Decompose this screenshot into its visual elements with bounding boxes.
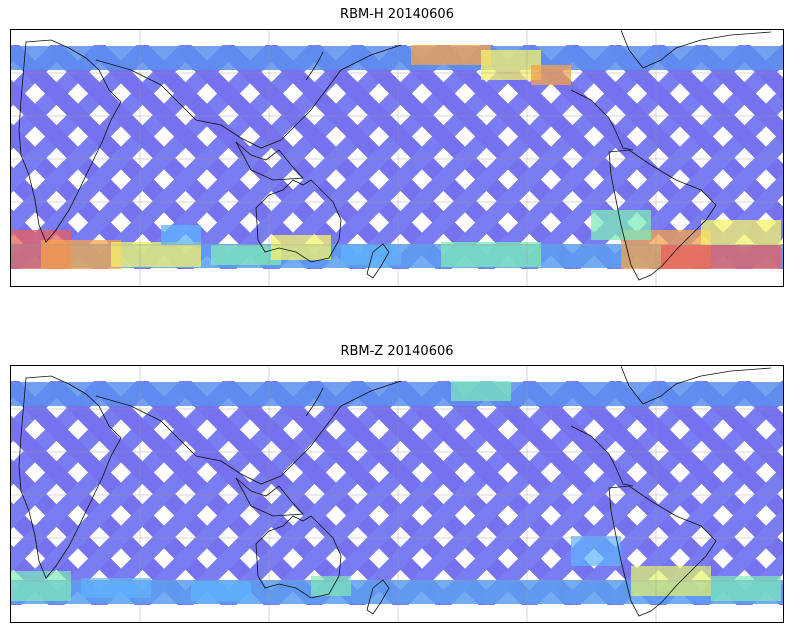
bottom-map-panel — [10, 365, 784, 623]
swath-descending — [11, 378, 151, 530]
swath-descending — [521, 42, 753, 274]
swath-descending — [435, 378, 667, 610]
swath-descending — [177, 378, 409, 610]
coastline-asia — [95, 44, 402, 149]
value-patch — [411, 45, 491, 65]
coastline-australia — [255, 515, 342, 599]
coastline-namerica — [570, 366, 772, 487]
coastline-africa — [18, 375, 122, 579]
value-patch — [441, 242, 541, 267]
swath-descending — [11, 42, 194, 237]
value-patch — [111, 242, 201, 267]
coastline-australia — [255, 179, 342, 263]
swath-ascending — [736, 42, 783, 101]
swath-descending — [11, 42, 108, 151]
no-data-bottom — [11, 269, 783, 286]
value-patch — [161, 225, 201, 245]
swath-descending — [392, 42, 624, 274]
swath-ascending — [11, 544, 65, 610]
swath-descending — [564, 379, 783, 610]
value-patch — [711, 576, 781, 601]
value-patch — [311, 576, 351, 596]
graticule — [11, 30, 783, 286]
swath-descending — [48, 42, 280, 274]
swath-ascending — [693, 42, 783, 144]
swath-descending — [349, 378, 581, 610]
value-patch — [211, 245, 281, 265]
swath-descending — [134, 378, 366, 610]
coastlines — [18, 30, 772, 281]
swath-descending — [478, 42, 710, 274]
value-patch — [81, 578, 151, 598]
coastline-samerica — [608, 149, 717, 281]
value-patches — [11, 45, 781, 275]
swath-ascending — [11, 501, 108, 610]
coastline-newzealand — [366, 243, 390, 279]
swath-descending — [91, 378, 323, 610]
swath-descending — [11, 378, 194, 573]
swath-descending — [11, 378, 237, 610]
coastline-seasia — [235, 141, 304, 181]
no-data-bottom — [11, 605, 783, 622]
coastline-seasia — [235, 477, 304, 517]
coastlines — [18, 366, 772, 617]
swath-descending — [263, 42, 495, 274]
no-data-top — [11, 366, 783, 381]
swath-ascending — [693, 378, 783, 480]
swath-descending — [478, 378, 710, 610]
value-patch — [11, 571, 71, 601]
coastline-asia — [95, 380, 402, 485]
value-patch — [341, 245, 401, 265]
swath-descending — [48, 378, 280, 610]
swath-descending — [306, 42, 538, 274]
value-patches — [11, 381, 781, 601]
bottom-panel-title: RBM-Z 20140606 — [340, 344, 454, 359]
swath-ascending — [736, 378, 783, 437]
north-band — [11, 46, 783, 70]
bottom-map-canvas — [11, 366, 783, 622]
swath-descending — [91, 42, 323, 274]
coastline-japan — [305, 387, 324, 417]
value-patch — [191, 581, 251, 601]
swath-descending — [306, 378, 538, 610]
value-patch — [451, 381, 511, 401]
swath-descending — [736, 551, 783, 610]
coastline-namerica — [570, 30, 772, 151]
swath-descending — [435, 42, 667, 274]
swath-descending — [11, 378, 108, 487]
coastline-newzealand — [366, 579, 390, 615]
value-patch — [531, 65, 571, 85]
coastline-japan — [305, 51, 324, 81]
coastline-africa — [18, 39, 122, 243]
swath-descending — [11, 42, 151, 194]
swath-descending — [263, 378, 495, 610]
north-band — [11, 382, 783, 406]
value-patch — [271, 235, 331, 260]
swath-descending — [220, 378, 452, 610]
swath-descending — [220, 42, 452, 274]
value-patch — [41, 240, 121, 270]
swath-descending — [521, 378, 753, 610]
top-map-canvas — [11, 30, 783, 286]
value-patch — [571, 536, 621, 566]
swath-descending — [392, 378, 624, 610]
top-map-panel — [10, 29, 784, 287]
swath-descending — [177, 42, 409, 274]
top-panel-title: RBM-H 20140606 — [340, 7, 454, 22]
coastline-samerica — [608, 485, 717, 617]
no-data-top — [11, 30, 783, 45]
value-patch — [701, 220, 781, 245]
swath-descending — [693, 508, 783, 610]
